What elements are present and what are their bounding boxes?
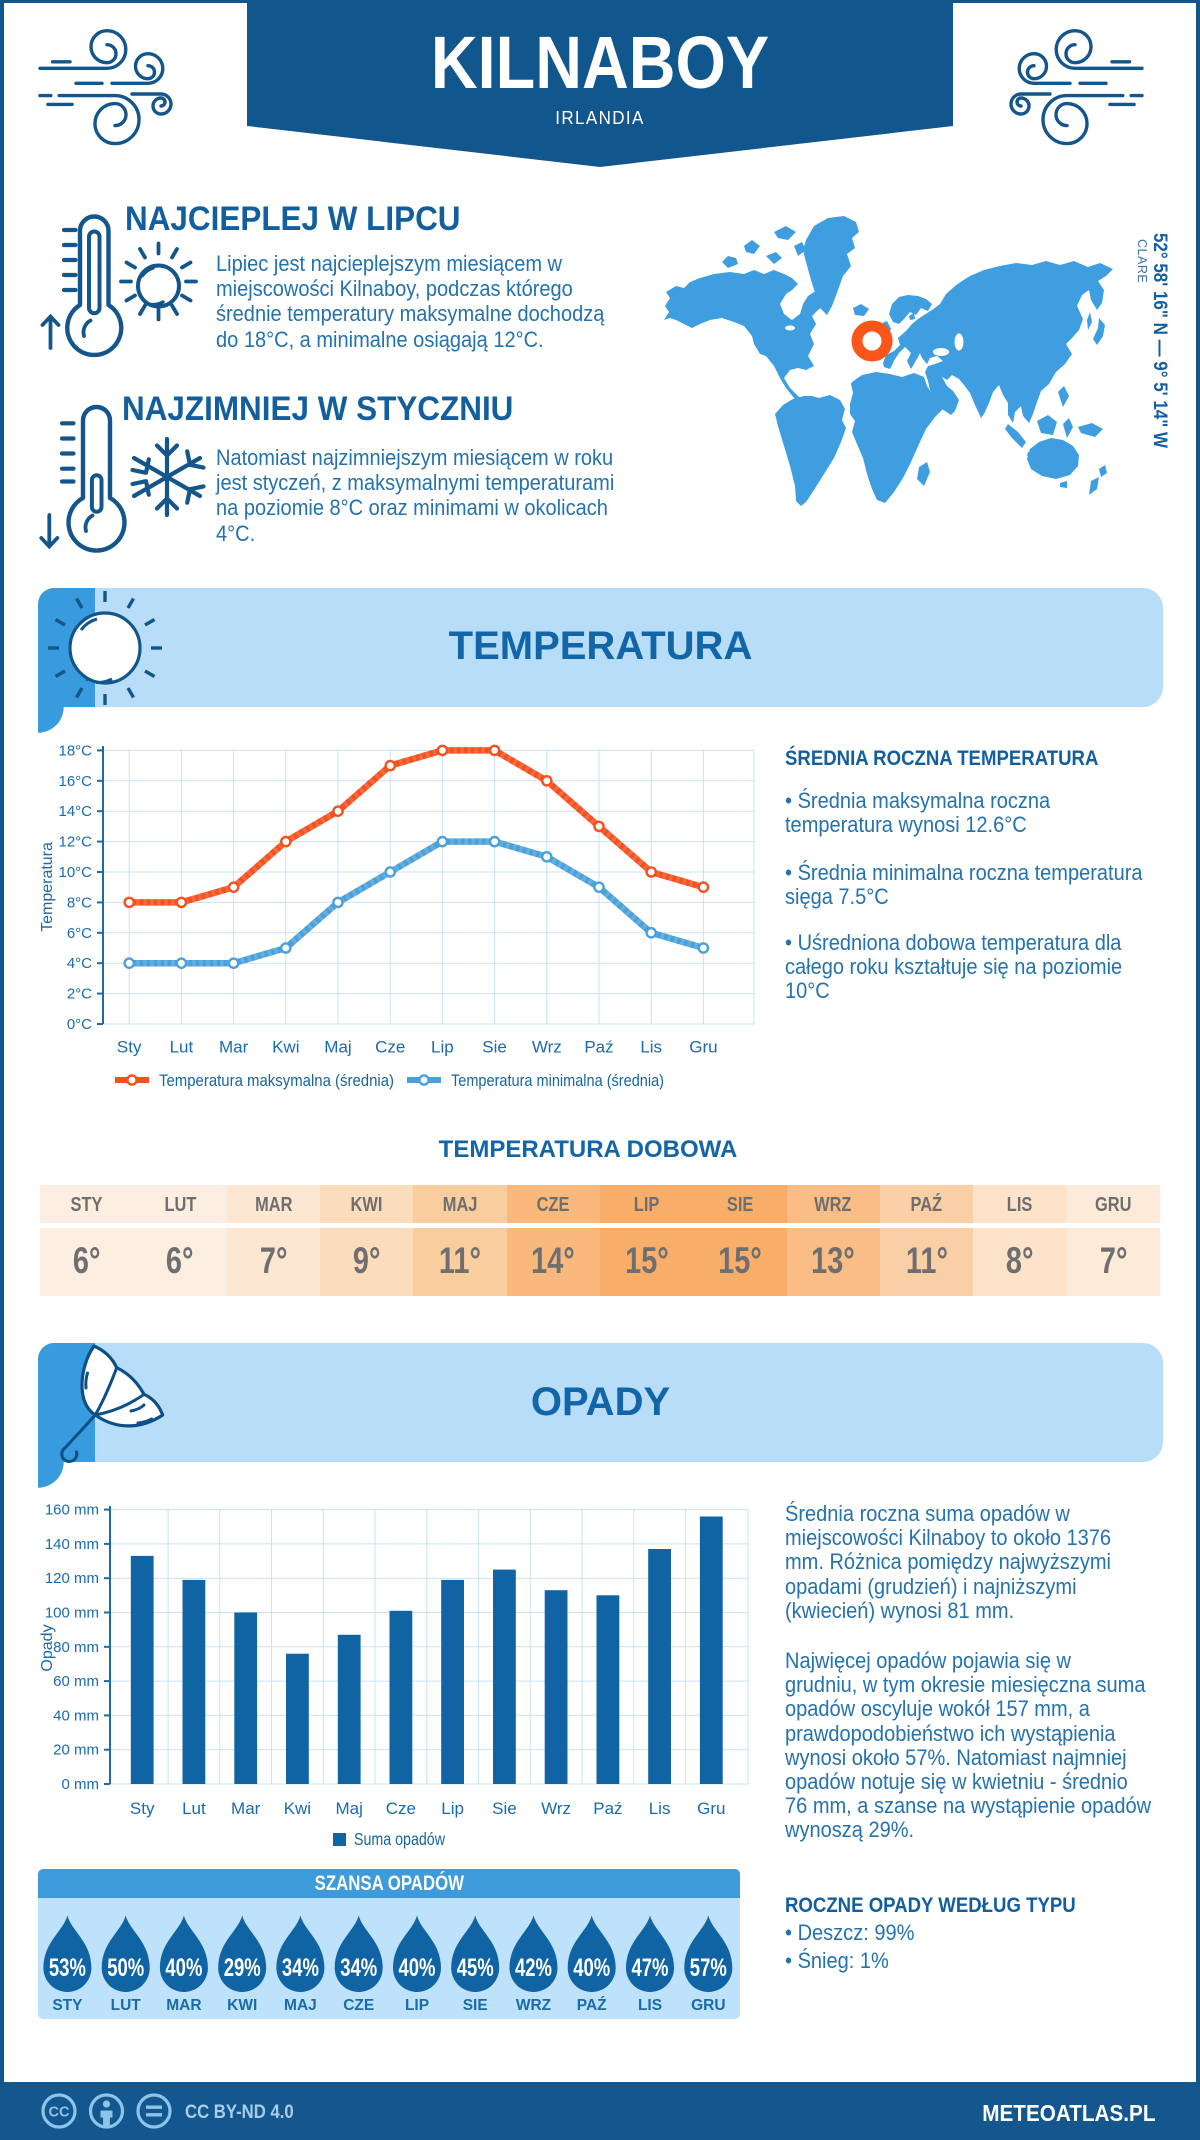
svg-text:Lis: Lis [649,1799,671,1818]
svg-text:Wrz: Wrz [541,1799,571,1818]
svg-text:Lut: Lut [182,1799,206,1818]
svg-text:160 mm: 160 mm [45,1502,99,1519]
svg-text:Lip: Lip [441,1799,464,1818]
svg-text:WRZ: WRZ [516,1997,552,2014]
svg-text:Lut: Lut [170,1038,194,1057]
svg-text:LIS: LIS [638,1997,662,2014]
svg-text:12°C: 12°C [58,834,92,851]
svg-text:Sie: Sie [492,1799,517,1818]
svg-text:PAŹ: PAŹ [577,1997,607,2014]
svg-text:140 mm: 140 mm [45,1536,99,1553]
svg-text:50%: 50% [107,1954,144,1982]
svg-text:2°C: 2°C [67,986,92,1003]
svg-text:Maj: Maj [324,1038,351,1057]
svg-text:29%: 29% [224,1954,261,1982]
svg-text:Suma opadów: Suma opadów [354,1829,445,1849]
svg-text:0 mm: 0 mm [62,1776,100,1793]
svg-text:120 mm: 120 mm [45,1570,99,1587]
svg-text:8°C: 8°C [67,894,92,911]
svg-text:4°C: 4°C [67,955,92,972]
svg-text:GRU: GRU [691,1997,725,2014]
svg-text:Gru: Gru [689,1038,717,1057]
svg-text:Cze: Cze [386,1799,416,1818]
svg-text:0°C: 0°C [67,1016,92,1033]
svg-text:10°C: 10°C [58,864,92,881]
svg-text:MAJ: MAJ [284,1997,317,2014]
svg-text:34%: 34% [282,1954,319,1982]
svg-text:Paź: Paź [584,1038,613,1057]
svg-text:Temperatura maksymalna (średni: Temperatura maksymalna (średnia) [159,1071,394,1090]
svg-text:40%: 40% [165,1954,202,1982]
svg-text:Lip: Lip [431,1038,454,1057]
svg-text:45%: 45% [457,1954,494,1982]
svg-text:Lis: Lis [640,1038,662,1057]
svg-text:Paź: Paź [593,1799,622,1818]
svg-text:14°C: 14°C [58,803,92,820]
svg-text:Gru: Gru [697,1799,725,1818]
svg-text:SIE: SIE [463,1997,488,2014]
svg-text:60 mm: 60 mm [53,1673,99,1690]
svg-text:80 mm: 80 mm [53,1639,99,1656]
svg-text:Maj: Maj [335,1799,362,1818]
svg-text:CZE: CZE [343,1997,374,2014]
svg-text:Opady: Opady [39,1624,56,1671]
svg-text:Wrz: Wrz [532,1038,562,1057]
svg-text:6°C: 6°C [67,925,92,942]
svg-text:Sty: Sty [130,1799,155,1818]
svg-text:34%: 34% [340,1954,377,1982]
svg-text:53%: 53% [49,1954,86,1982]
svg-text:40%: 40% [573,1954,610,1982]
svg-text:Cze: Cze [375,1038,405,1057]
svg-text:Mar: Mar [219,1038,249,1057]
svg-text:Sty: Sty [117,1038,142,1057]
svg-text:KWI: KWI [227,1997,257,2014]
svg-text:20 mm: 20 mm [53,1742,99,1759]
svg-text:Temperatura minimalna (średnia: Temperatura minimalna (średnia) [451,1071,664,1090]
svg-text:100 mm: 100 mm [45,1605,99,1622]
svg-text:CC: CC [49,2105,70,2121]
svg-text:42%: 42% [515,1954,552,1982]
svg-text:40%: 40% [399,1954,436,1982]
svg-text:Kwi: Kwi [272,1038,299,1057]
svg-text:18°C: 18°C [58,742,92,759]
svg-text:47%: 47% [632,1954,669,1982]
svg-text:Sie: Sie [482,1038,507,1057]
svg-text:Mar: Mar [231,1799,261,1818]
svg-text:STY: STY [52,1997,83,2014]
svg-text:Kwi: Kwi [284,1799,311,1818]
svg-text:Temperatura: Temperatura [39,842,56,932]
svg-text:LIP: LIP [405,1997,429,2014]
svg-text:40 mm: 40 mm [53,1707,99,1724]
svg-text:57%: 57% [690,1954,727,1982]
svg-text:MAR: MAR [166,1997,201,2014]
svg-text:LUT: LUT [111,1997,142,2014]
svg-text:16°C: 16°C [58,773,92,790]
